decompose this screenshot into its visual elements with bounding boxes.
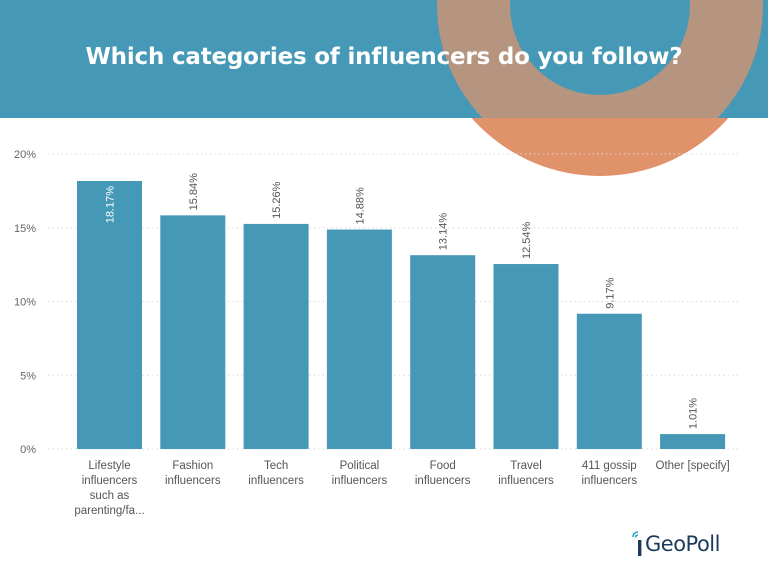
x-tick-label: influencers	[165, 475, 221, 487]
x-tick-label: Travel	[510, 460, 542, 472]
x-tick-label: parenting/fa...	[74, 505, 144, 517]
decorative-circle	[437, 0, 763, 118]
bar	[493, 264, 559, 449]
x-tick-label: such as	[90, 490, 130, 502]
header-banner: Which categories of influencers do you f…	[0, 0, 768, 118]
data-label: 12.54%	[521, 222, 533, 260]
y-tick-label: 5%	[20, 370, 36, 382]
x-tick-label: 411 gossip	[582, 460, 637, 472]
signal-icon	[632, 531, 642, 556]
bar	[576, 313, 642, 449]
data-label: 14.88%	[354, 187, 366, 225]
decorative-circle-overflow	[471, 118, 729, 176]
x-tick-label: influencers	[248, 475, 304, 487]
data-label: 13.14%	[438, 213, 450, 251]
logo-text: GeoPoll	[645, 532, 720, 556]
y-tick-label: 0%	[20, 444, 36, 456]
x-tick-label: Food	[430, 460, 456, 472]
bar	[160, 215, 226, 449]
y-tick-label: 15%	[14, 223, 36, 235]
data-label: 1.01%	[688, 398, 700, 429]
x-tick-label: influencers	[82, 475, 138, 487]
data-label: 15.26%	[271, 181, 283, 219]
bar	[410, 255, 476, 449]
x-tick-label: Lifestyle	[88, 460, 130, 472]
y-tick-label: 20%	[14, 149, 36, 161]
geopoll-logo: GeoPoll	[631, 528, 720, 560]
bar	[77, 180, 142, 449]
chart-title: Which categories of influencers do you f…	[85, 44, 683, 70]
x-tick-label: Fashion	[172, 460, 213, 472]
x-tick-label: Tech	[264, 460, 288, 472]
data-label: 18.17%	[105, 186, 117, 224]
x-tick-label: influencers	[498, 475, 554, 487]
data-label: 9.17%	[604, 277, 616, 308]
x-tick-label: influencers	[332, 475, 388, 487]
data-label: 15.84%	[188, 173, 200, 211]
x-tick-label: Other [specify]	[656, 460, 730, 472]
bar	[243, 223, 309, 449]
y-tick-label: 10%	[14, 297, 36, 309]
x-tick-label: influencers	[415, 475, 471, 487]
x-tick-label: Political	[340, 460, 380, 472]
x-tick-label: influencers	[581, 475, 637, 487]
bar	[326, 229, 392, 449]
bar	[660, 434, 726, 449]
